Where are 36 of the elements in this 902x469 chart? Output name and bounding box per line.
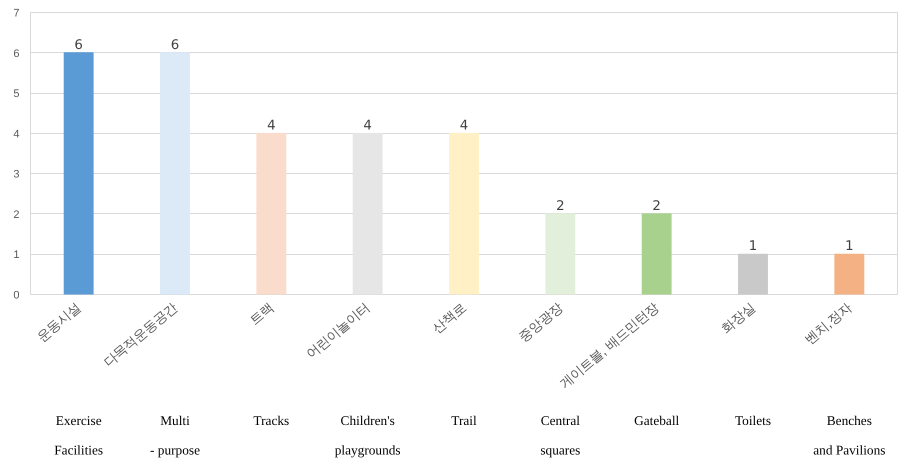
y-tick-label: 5 xyxy=(13,88,20,100)
text: Tracks xyxy=(253,412,290,428)
text: Trail xyxy=(451,412,478,428)
data-label: 4 xyxy=(460,118,468,134)
data-label: 2 xyxy=(652,198,661,214)
y-tick-label: 7 xyxy=(13,8,20,20)
y-tick-label: 6 xyxy=(13,48,20,60)
data-label: 4 xyxy=(267,118,276,134)
text: Benches and Pavilions xyxy=(813,412,886,458)
bar xyxy=(352,132,383,294)
bar xyxy=(64,52,94,294)
bar xyxy=(834,254,864,294)
text: Exercise Facilities xyxy=(54,412,104,458)
y-tick-label: 0 xyxy=(13,290,20,302)
text: Multi - purpose xyxy=(150,412,200,458)
bar xyxy=(642,213,672,294)
y-tick-label: 1 xyxy=(13,249,20,262)
text: Central squares xyxy=(540,412,580,458)
data-label: 4 xyxy=(363,118,372,134)
y-tick-label: 4 xyxy=(13,128,20,140)
bar xyxy=(545,213,576,294)
text: Children's playgrounds xyxy=(334,412,401,458)
data-label: 1 xyxy=(845,239,854,254)
y-tick-label: 2 xyxy=(13,208,20,221)
bar xyxy=(256,132,286,294)
y-tick-label: 3 xyxy=(13,168,20,181)
text: Gateball xyxy=(634,412,680,428)
data-label: 6 xyxy=(74,38,83,53)
data-label: 1 xyxy=(748,239,758,254)
bar xyxy=(449,132,479,294)
x-tick-label: 트랙 xyxy=(246,300,276,328)
bar xyxy=(160,52,190,294)
data-label: 6 xyxy=(170,38,180,53)
text: Toilets xyxy=(734,412,772,428)
bar xyxy=(738,254,768,294)
data-label: 2 xyxy=(556,198,565,214)
